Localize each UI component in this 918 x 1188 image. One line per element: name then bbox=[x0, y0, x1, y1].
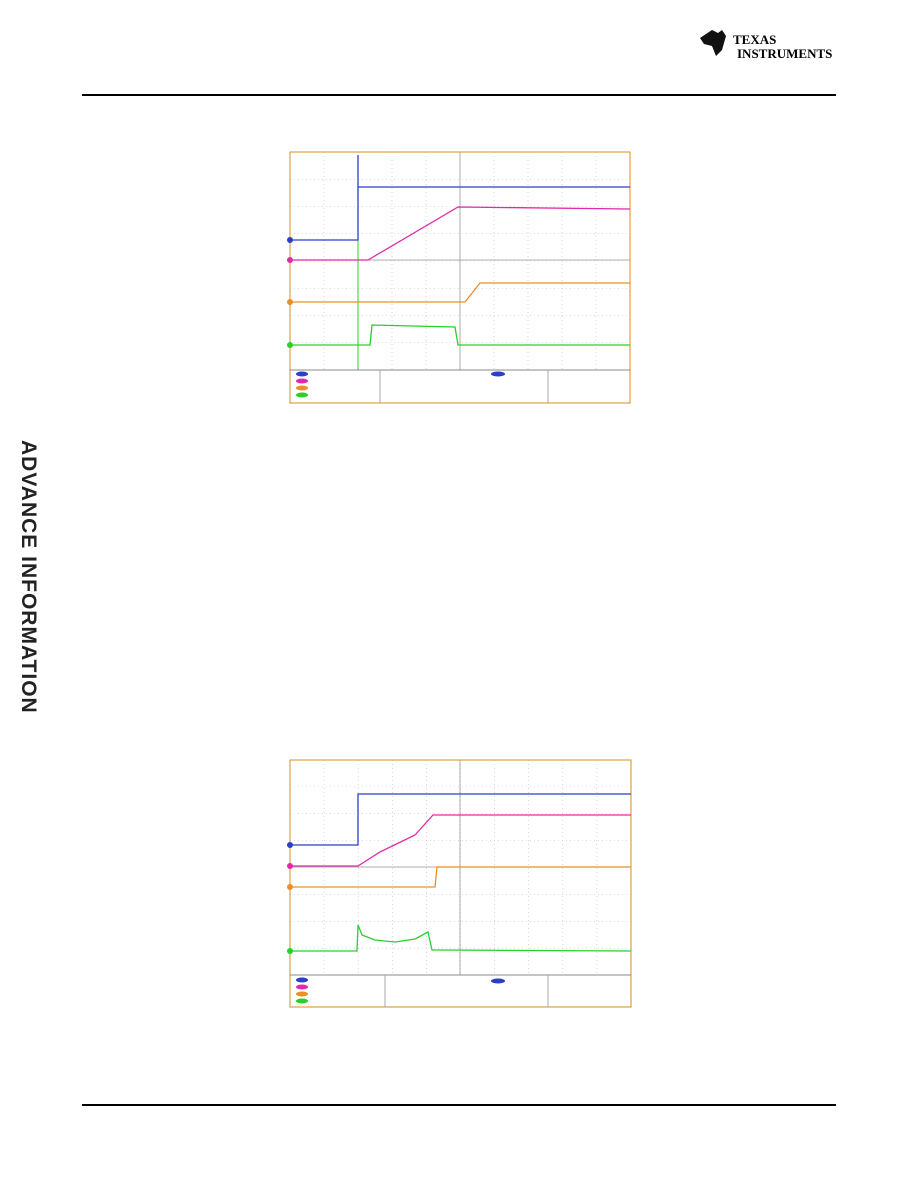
scope-capture-1 bbox=[287, 151, 631, 404]
scope-capture-2 bbox=[287, 759, 632, 1008]
sidebar-text: ADVANCE INFORMATION bbox=[17, 440, 40, 714]
ti-logo: TEXAS INSTRUMENTS bbox=[700, 30, 832, 61]
logo-line2: INSTRUMENTS bbox=[737, 46, 832, 61]
logo-line1: TEXAS bbox=[733, 32, 776, 47]
